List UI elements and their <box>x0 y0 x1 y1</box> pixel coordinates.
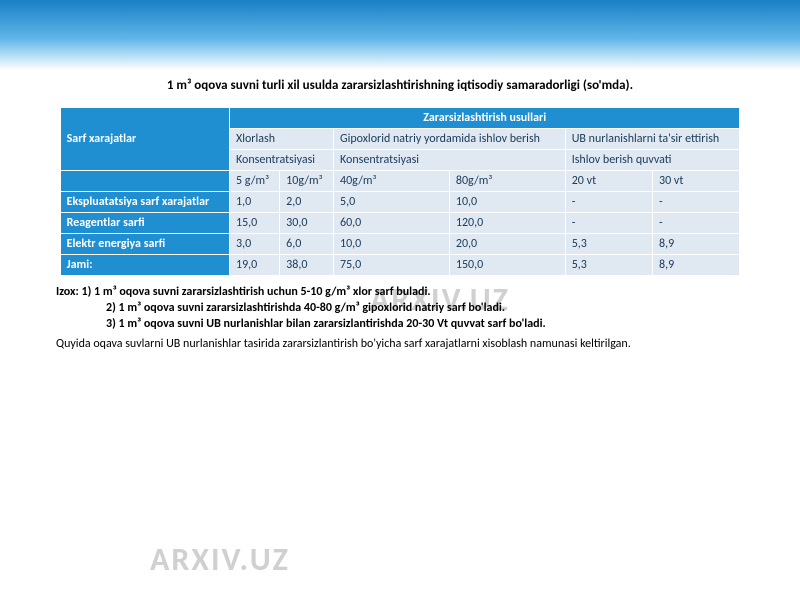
data-cell: 30,0 <box>280 213 334 234</box>
unit-cell: 20 vt <box>565 171 652 192</box>
data-cell: 3,0 <box>230 234 280 255</box>
table-row: Reagentlar sarfi 15,0 30,0 60,0 120,0 - … <box>60 213 740 234</box>
data-cell: 20,0 <box>449 234 565 255</box>
data-cell: 2,0 <box>280 192 334 213</box>
data-cell: - <box>565 192 652 213</box>
data-cell: - <box>653 192 740 213</box>
empty-cell <box>60 171 229 192</box>
data-cell: 8,9 <box>653 234 740 255</box>
note-line: Izox: 1) 1 m³ oqova suvni zararsizlashti… <box>56 285 431 299</box>
unit-cell: 40g/m³ <box>334 171 450 192</box>
table-row: Elektr energiya sarfi 3,0 6,0 10,0 20,0 … <box>60 234 740 255</box>
data-cell: 8,9 <box>653 255 740 276</box>
data-cell: 1,0 <box>230 192 280 213</box>
data-cell: - <box>565 213 652 234</box>
methods-header: Zararsizlashtirish usullari <box>230 108 740 129</box>
data-cell: 5,0 <box>334 192 450 213</box>
method-cell: UB nurlanishlarni ta'sir ettirish <box>565 129 740 150</box>
data-cell: 60,0 <box>334 213 450 234</box>
content-area: 1 m³ oqova suvni turli xil usulda zarars… <box>0 0 800 352</box>
data-cell: 19,0 <box>230 255 280 276</box>
sub-cell: Konsentratsiyasi <box>230 150 334 171</box>
data-cell: 75,0 <box>334 255 450 276</box>
unit-cell: 80g/m³ <box>449 171 565 192</box>
table-header-row: Sarf xarajatlar Zararsizlashtirish usull… <box>60 108 740 129</box>
data-cell: - <box>653 213 740 234</box>
notes-block: Izox: 1) 1 m³ oqova suvni zararsizlashti… <box>30 282 770 352</box>
data-cell: 15,0 <box>230 213 280 234</box>
row-label-header: Sarf xarajatlar <box>60 108 229 171</box>
method-cell: Gipoxlorid natriy yordamida ishlov beris… <box>334 129 566 150</box>
row-label: Reagentlar sarfi <box>60 213 229 234</box>
note-line: 2) 1 m³ oqova suvni zararsizlashtirishda… <box>56 300 740 316</box>
unit-cell: 5 g/m³ <box>230 171 280 192</box>
data-cell: 6,0 <box>280 234 334 255</box>
page-title: 1 m³ oqova suvni turli xil usulda zarars… <box>30 78 770 93</box>
row-label: Jami: <box>60 255 229 276</box>
table-unit-row: 5 g/m³ 10g/m³ 40g/m³ 80g/m³ 20 vt 30 vt <box>60 171 740 192</box>
note-line: 3) 1 m³ oqova suvni UB nurlanishlar bila… <box>56 316 740 332</box>
sub-cell: Konsentratsiyasi <box>334 150 566 171</box>
unit-cell: 10g/m³ <box>280 171 334 192</box>
row-label: Elektr energiya sarfi <box>60 234 229 255</box>
sub-cell: Ishlov berish quvvati <box>565 150 740 171</box>
data-cell: 10,0 <box>334 234 450 255</box>
watermark-text: ARXIV.UZ <box>150 540 290 579</box>
data-cell: 10,0 <box>449 192 565 213</box>
row-label: Ekspluatatsiya sarf xarajatlar <box>60 192 229 213</box>
table-row: Ekspluatatsiya sarf xarajatlar 1,0 2,0 5… <box>60 192 740 213</box>
data-cell: 120,0 <box>449 213 565 234</box>
data-table: Sarf xarajatlar Zararsizlashtirish usull… <box>60 107 741 276</box>
note-line: Quyida oqava suvlarni UB nurlanishlar ta… <box>56 336 740 352</box>
method-cell: Xlorlash <box>230 129 334 150</box>
data-cell: 150,0 <box>449 255 565 276</box>
table-row: Jami: 19,0 38,0 75,0 150,0 5,3 8,9 <box>60 255 740 276</box>
data-cell: 38,0 <box>280 255 334 276</box>
data-cell: 5,3 <box>565 234 652 255</box>
unit-cell: 30 vt <box>653 171 740 192</box>
data-cell: 5,3 <box>565 255 652 276</box>
